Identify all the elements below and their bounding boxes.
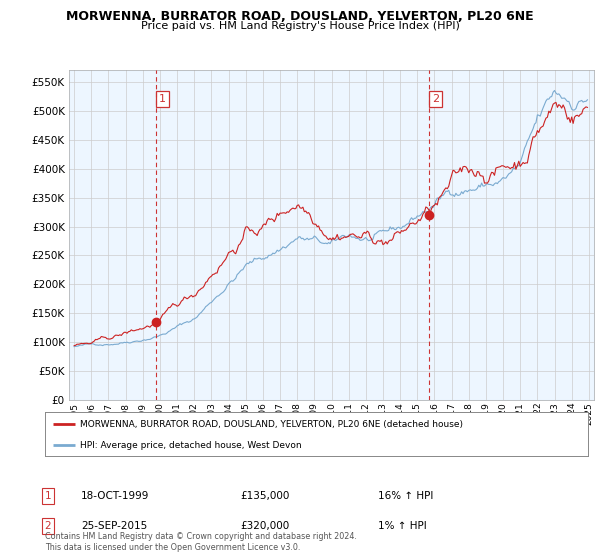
Text: 1: 1 <box>44 491 52 501</box>
Text: Price paid vs. HM Land Registry's House Price Index (HPI): Price paid vs. HM Land Registry's House … <box>140 21 460 31</box>
Text: £135,000: £135,000 <box>240 491 289 501</box>
Text: 1% ↑ HPI: 1% ↑ HPI <box>378 521 427 531</box>
Text: 1: 1 <box>159 94 166 104</box>
Text: 2: 2 <box>432 94 439 104</box>
Text: HPI: Average price, detached house, West Devon: HPI: Average price, detached house, West… <box>80 441 302 450</box>
Text: 25-SEP-2015: 25-SEP-2015 <box>81 521 147 531</box>
Text: £320,000: £320,000 <box>240 521 289 531</box>
Text: Contains HM Land Registry data © Crown copyright and database right 2024.
This d: Contains HM Land Registry data © Crown c… <box>45 532 357 552</box>
Text: 16% ↑ HPI: 16% ↑ HPI <box>378 491 433 501</box>
Text: 18-OCT-1999: 18-OCT-1999 <box>81 491 149 501</box>
Text: MORWENNA, BURRATOR ROAD, DOUSLAND, YELVERTON, PL20 6NE (detached house): MORWENNA, BURRATOR ROAD, DOUSLAND, YELVE… <box>80 419 463 428</box>
Text: 2: 2 <box>44 521 52 531</box>
Text: MORWENNA, BURRATOR ROAD, DOUSLAND, YELVERTON, PL20 6NE: MORWENNA, BURRATOR ROAD, DOUSLAND, YELVE… <box>66 10 534 22</box>
